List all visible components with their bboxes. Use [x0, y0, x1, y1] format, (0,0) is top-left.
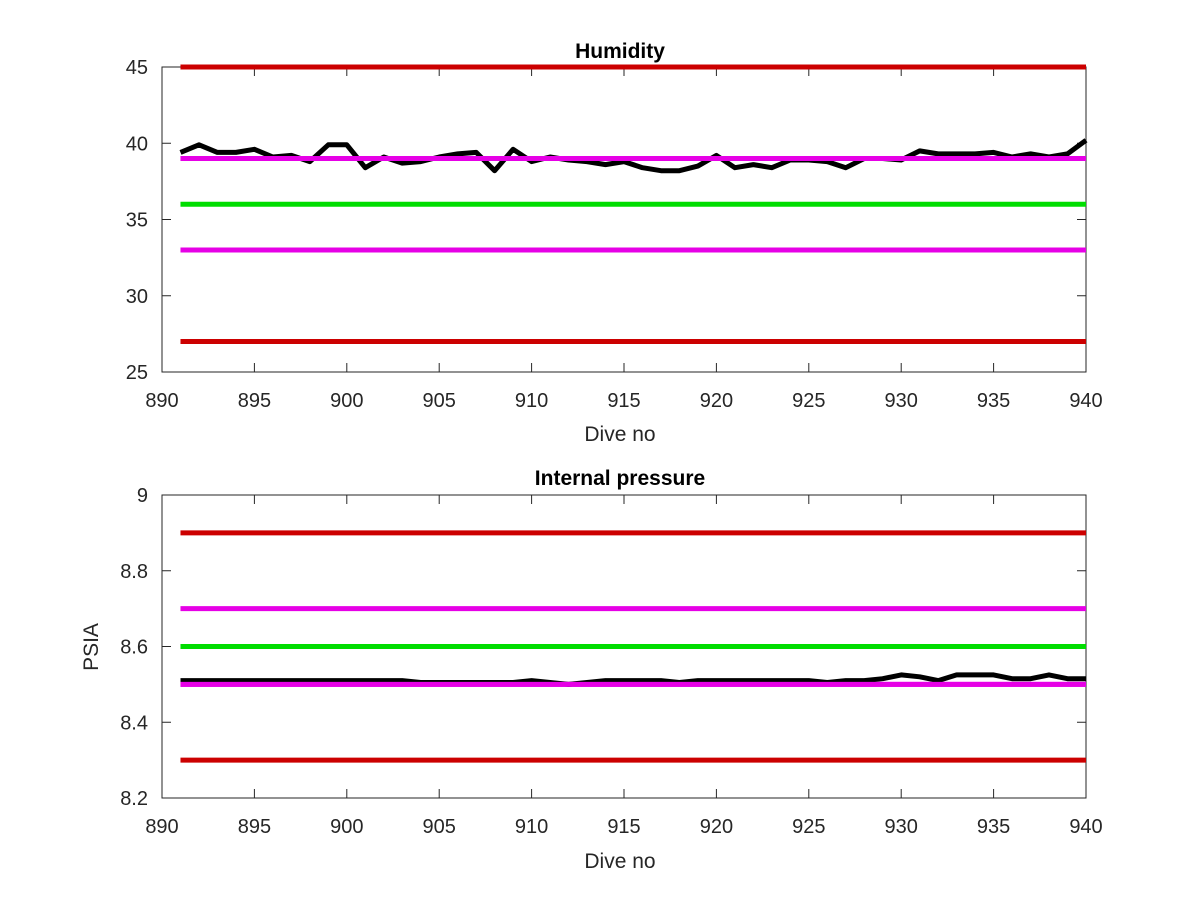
x-tick-label: 935 — [977, 816, 1010, 838]
x-tick-label: 915 — [607, 390, 640, 412]
x-tick-label: 920 — [700, 390, 733, 412]
x-tick-label: 925 — [792, 390, 825, 412]
x-tick-label: 890 — [145, 816, 178, 838]
x-axis-label: Dive no — [584, 850, 655, 873]
x-tick-label: 905 — [423, 390, 456, 412]
x-tick-label: 925 — [792, 816, 825, 838]
x-tick-label: 920 — [700, 816, 733, 838]
x-tick-label: 910 — [515, 390, 548, 412]
y-tick-label: 35 — [126, 210, 148, 232]
x-tick-label: 900 — [330, 390, 363, 412]
y-tick-label: 8.6 — [120, 637, 148, 659]
x-tick-label: 895 — [238, 390, 271, 412]
series-line — [179, 138, 1088, 174]
chart-internal-pressure: Internal pressure Dive no PSIA 890 895 900… — [80, 467, 1103, 873]
chart-humidity: Humidity Dive no 890 895 900 905 910 915 920 92… — [126, 40, 1103, 446]
y-tick-label: 8.8 — [120, 561, 148, 583]
chart-title: Humidity — [575, 40, 665, 63]
y-tick-label: 9 — [137, 485, 148, 507]
series-line — [180, 672, 1086, 687]
x-tick-label: 890 — [145, 390, 178, 412]
y-axis-label: PSIA — [80, 623, 103, 671]
x-tick-label: 940 — [1069, 390, 1102, 412]
x-tick-label: 910 — [515, 816, 548, 838]
y-tick-label: 30 — [126, 286, 148, 308]
y-tick-label: 8.4 — [120, 712, 148, 734]
x-tick-label: 915 — [607, 816, 640, 838]
x-tick-label: 930 — [885, 816, 918, 838]
y-tick-label: 45 — [126, 57, 148, 79]
x-tick-label: 940 — [1069, 816, 1102, 838]
y-tick-label: 25 — [126, 362, 148, 384]
x-axis-label: Dive no — [584, 423, 655, 446]
x-tick-label: 900 — [330, 816, 363, 838]
x-tick-label: 935 — [977, 390, 1010, 412]
x-tick-label: 930 — [885, 390, 918, 412]
y-tick-label: 40 — [126, 133, 148, 155]
y-tick-label: 8.2 — [120, 788, 148, 810]
x-tick-label: 895 — [238, 816, 271, 838]
x-tick-label: 905 — [423, 816, 456, 838]
chart-title: Internal pressure — [535, 467, 705, 490]
